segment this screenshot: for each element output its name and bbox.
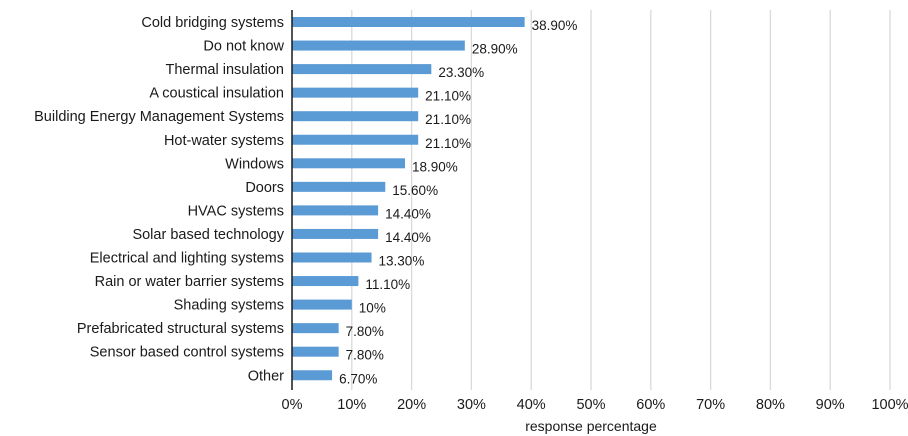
bar <box>292 346 339 357</box>
data-label: 23.30% <box>438 65 484 80</box>
category-label: Electrical and lighting systems <box>90 251 284 267</box>
x-tick-labels: 0% 10% 20% 30% 40% 50% 60% 70% 80% 90% 100% <box>282 397 908 413</box>
data-label: 28.90% <box>472 42 518 57</box>
category-label: A coustical insulation <box>149 86 284 102</box>
bar <box>292 40 465 51</box>
bar <box>292 228 379 239</box>
x-tick-label: 60% <box>636 397 665 413</box>
bar <box>292 252 372 263</box>
data-label: 14.40% <box>385 230 431 245</box>
x-tick-label: 0% <box>282 397 303 413</box>
bar <box>292 276 359 287</box>
category-label: Solar based technology <box>132 227 284 243</box>
data-label: 15.60% <box>392 183 438 198</box>
x-tick-label: 90% <box>816 397 845 413</box>
x-tick-label: 30% <box>457 397 486 413</box>
bar <box>292 64 432 75</box>
bar <box>292 17 525 27</box>
data-labels: 38.90% 28.90% 23.30% 21.10% 21.10% 21.10% 18.9… <box>339 18 577 386</box>
data-label: 18.90% <box>412 159 458 174</box>
category-label: Prefabricated structural systems <box>77 321 284 337</box>
category-label: Shading systems <box>174 298 284 314</box>
category-label: Doors <box>245 180 284 196</box>
data-label: 13.30% <box>379 254 425 269</box>
data-label: 10% <box>359 301 386 316</box>
data-label: 6.70% <box>339 371 377 386</box>
data-label: 7.80% <box>346 324 384 339</box>
category-label: Thermal insulation <box>166 62 284 78</box>
data-label: 38.90% <box>532 18 578 33</box>
x-tick-label: 70% <box>696 397 725 413</box>
category-label: Do not know <box>203 39 284 55</box>
data-label: 7.80% <box>346 348 384 363</box>
bar <box>292 158 406 169</box>
bar <box>292 134 419 145</box>
bar <box>292 323 339 334</box>
x-tick-label: 100% <box>871 397 908 413</box>
x-tick-label: 10% <box>337 397 366 413</box>
x-tick-label: 20% <box>397 397 426 413</box>
gridlines <box>351 10 891 390</box>
data-label: 21.10% <box>425 136 471 151</box>
data-label: 21.10% <box>425 89 471 104</box>
category-label: HVAC systems <box>188 203 284 219</box>
category-label: Rain or water barrier systems <box>95 274 284 290</box>
x-axis-title: response percentage <box>525 418 657 434</box>
x-tick-label: 40% <box>517 397 546 413</box>
data-label: 14.40% <box>385 206 431 221</box>
category-labels: Cold bridging systems Do not know Thermal … <box>34 15 285 384</box>
x-tick-label: 80% <box>756 397 785 413</box>
category-label: Windows <box>225 156 284 172</box>
bars <box>292 17 525 381</box>
category-label: Building Energy Management Systems <box>34 109 284 125</box>
category-label: Sensor based control systems <box>90 345 284 361</box>
bar <box>292 87 419 98</box>
data-label: 11.10% <box>365 277 410 292</box>
data-label: 21.10% <box>425 112 471 127</box>
bar <box>292 299 352 310</box>
bar <box>292 111 419 122</box>
category-label: Cold bridging systems <box>141 15 284 31</box>
bar <box>292 181 386 192</box>
category-label: Hot-water systems <box>164 133 284 149</box>
category-label: Other <box>248 368 284 384</box>
x-tick-label: 50% <box>576 397 605 413</box>
bar <box>292 370 333 381</box>
bar <box>292 205 379 216</box>
